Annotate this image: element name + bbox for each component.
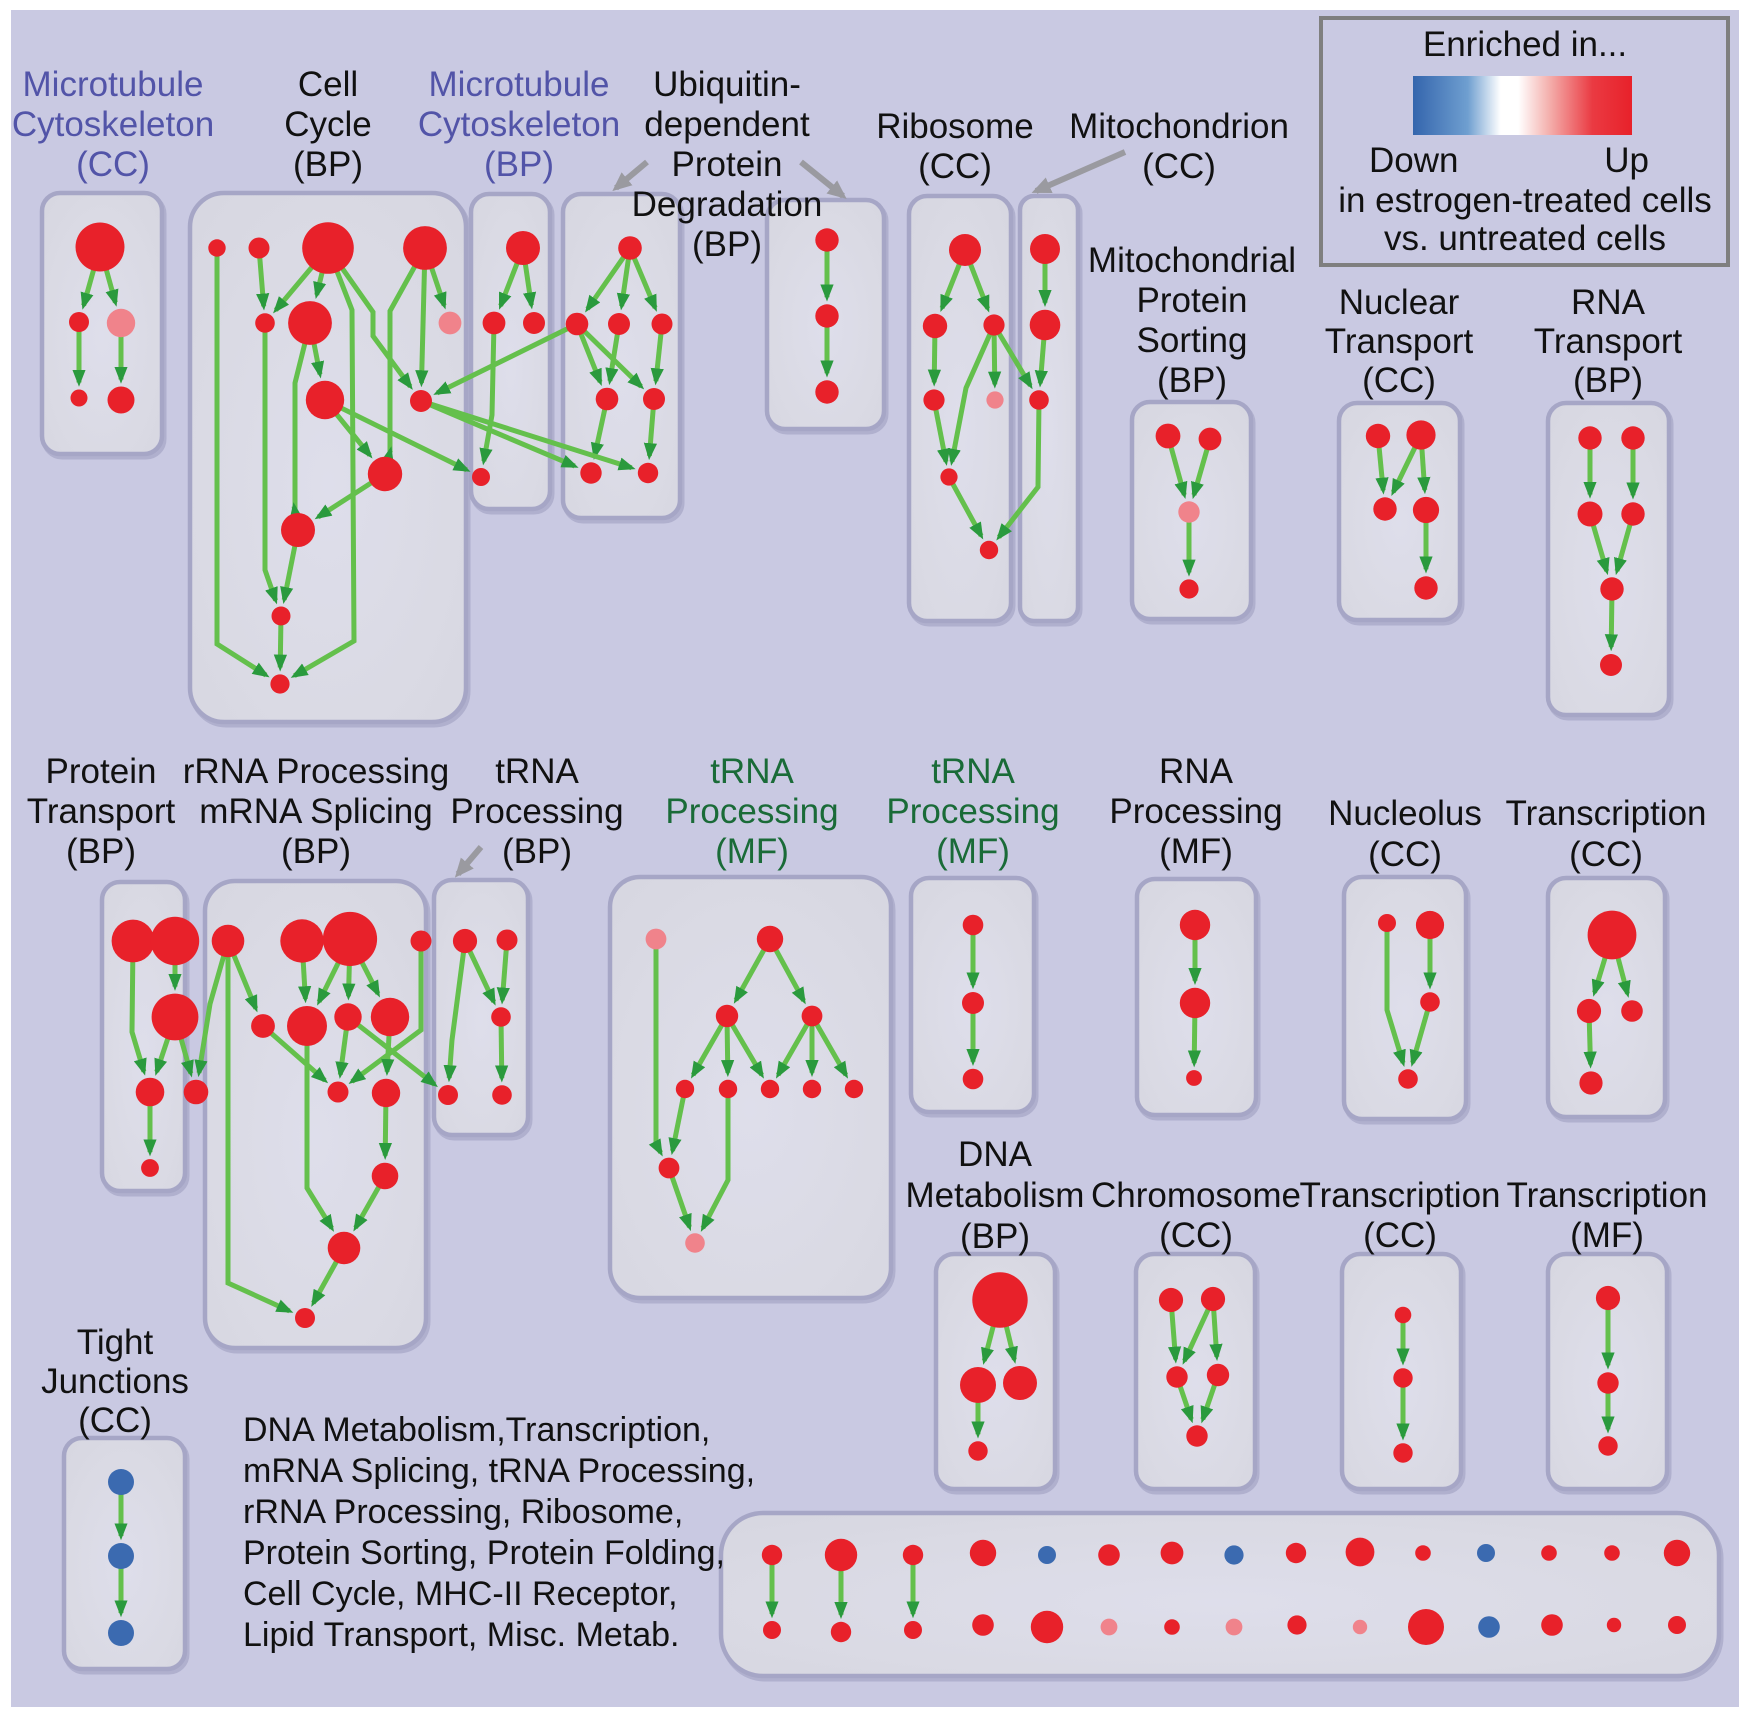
svg-text:(BP): (BP) (1157, 361, 1227, 400)
svg-text:(CC): (CC) (1569, 835, 1643, 874)
svg-text:(CC): (CC) (918, 147, 992, 186)
svg-text:(BP): (BP) (293, 145, 363, 184)
svg-text:Protein: Protein (46, 752, 157, 791)
svg-text:Processing: Processing (886, 792, 1059, 831)
svg-text:Sorting: Sorting (1137, 321, 1248, 360)
svg-text:Cycle: Cycle (284, 105, 372, 144)
svg-text:(BP): (BP) (960, 1217, 1030, 1256)
svg-text:Degradation: Degradation (632, 185, 823, 224)
svg-text:(CC): (CC) (1368, 835, 1442, 874)
svg-text:DNA Metabolism,Transcription,: DNA Metabolism,Transcription, (243, 1411, 710, 1449)
svg-text:(MF): (MF) (715, 832, 789, 871)
svg-text:tRNA: tRNA (495, 752, 579, 791)
svg-text:Ubiquitin-: Ubiquitin- (653, 65, 801, 104)
svg-text:Cell Cycle, MHC-II Receptor,: Cell Cycle, MHC-II Receptor, (243, 1575, 678, 1613)
svg-text:(CC): (CC) (1159, 1216, 1233, 1255)
svg-text:rRNA Processing: rRNA Processing (183, 752, 449, 791)
svg-text:Mitochondrion: Mitochondrion (1069, 107, 1289, 146)
svg-text:dependent: dependent (644, 105, 810, 144)
svg-text:Processing: Processing (1109, 792, 1282, 831)
svg-text:Protein: Protein (672, 145, 783, 184)
svg-text:Ribosome: Ribosome (876, 107, 1034, 146)
svg-text:RNA: RNA (1159, 752, 1234, 791)
svg-text:(BP): (BP) (484, 145, 554, 184)
svg-text:Enriched in...: Enriched in... (1423, 25, 1627, 64)
svg-text:Mitochondrial: Mitochondrial (1088, 241, 1296, 280)
svg-text:mRNA Splicing, tRNA Processing: mRNA Splicing, tRNA Processing, (243, 1452, 755, 1490)
svg-text:Cytoskeleton: Cytoskeleton (12, 105, 214, 144)
svg-text:Nuclear: Nuclear (1339, 283, 1460, 322)
svg-text:Transcription: Transcription (1506, 794, 1707, 833)
svg-text:(MF): (MF) (1570, 1216, 1644, 1255)
svg-text:Transcription: Transcription (1300, 1176, 1501, 1215)
svg-text:Processing: Processing (665, 792, 838, 831)
svg-text:Metabolism: Metabolism (906, 1176, 1085, 1215)
svg-text:rRNA Processing, Ribosome,: rRNA Processing, Ribosome, (243, 1493, 683, 1531)
svg-text:(BP): (BP) (1573, 361, 1643, 400)
svg-text:Lipid Transport, Misc. Metab.: Lipid Transport, Misc. Metab. (243, 1616, 680, 1654)
svg-text:Transport: Transport (27, 792, 176, 831)
svg-text:Up: Up (1604, 141, 1649, 180)
svg-text:(MF): (MF) (936, 832, 1010, 871)
svg-text:(BP): (BP) (66, 832, 136, 871)
svg-text:Down: Down (1369, 141, 1458, 180)
svg-text:RNA: RNA (1571, 283, 1646, 322)
svg-text:(MF): (MF) (1159, 832, 1233, 871)
svg-text:Transport: Transport (1534, 322, 1683, 361)
svg-text:Tight: Tight (77, 1323, 154, 1362)
svg-text:Microtubule: Microtubule (23, 65, 204, 104)
svg-text:Transcription: Transcription (1507, 1176, 1708, 1215)
svg-text:Processing: Processing (450, 792, 623, 831)
svg-text:(CC): (CC) (1363, 1216, 1437, 1255)
svg-text:tRNA: tRNA (710, 752, 794, 791)
svg-text:Chromosome: Chromosome (1091, 1176, 1301, 1215)
svg-text:(BP): (BP) (502, 832, 572, 871)
svg-text:mRNA Splicing: mRNA Splicing (199, 792, 432, 831)
svg-text:(CC): (CC) (78, 1401, 152, 1440)
svg-text:DNA: DNA (958, 1135, 1033, 1174)
svg-text:(BP): (BP) (281, 832, 351, 871)
svg-text:in estrogen-treated cells: in estrogen-treated cells (1338, 181, 1712, 220)
svg-text:(BP): (BP) (692, 225, 762, 264)
svg-text:Nucleolus: Nucleolus (1328, 794, 1482, 833)
svg-text:Microtubule: Microtubule (429, 65, 610, 104)
svg-text:vs. untreated cells: vs. untreated cells (1384, 219, 1666, 258)
svg-text:Cell: Cell (298, 65, 358, 104)
svg-text:Transport: Transport (1325, 322, 1474, 361)
svg-text:tRNA: tRNA (931, 752, 1015, 791)
svg-text:Protein Sorting, Protein Foldi: Protein Sorting, Protein Folding, (243, 1534, 725, 1572)
svg-text:Cytoskeleton: Cytoskeleton (418, 105, 620, 144)
svg-text:(CC): (CC) (1362, 361, 1436, 400)
svg-text:(CC): (CC) (76, 145, 150, 184)
svg-text:Junctions: Junctions (41, 1362, 189, 1401)
svg-text:Protein: Protein (1137, 281, 1248, 320)
svg-text:(CC): (CC) (1142, 147, 1216, 186)
